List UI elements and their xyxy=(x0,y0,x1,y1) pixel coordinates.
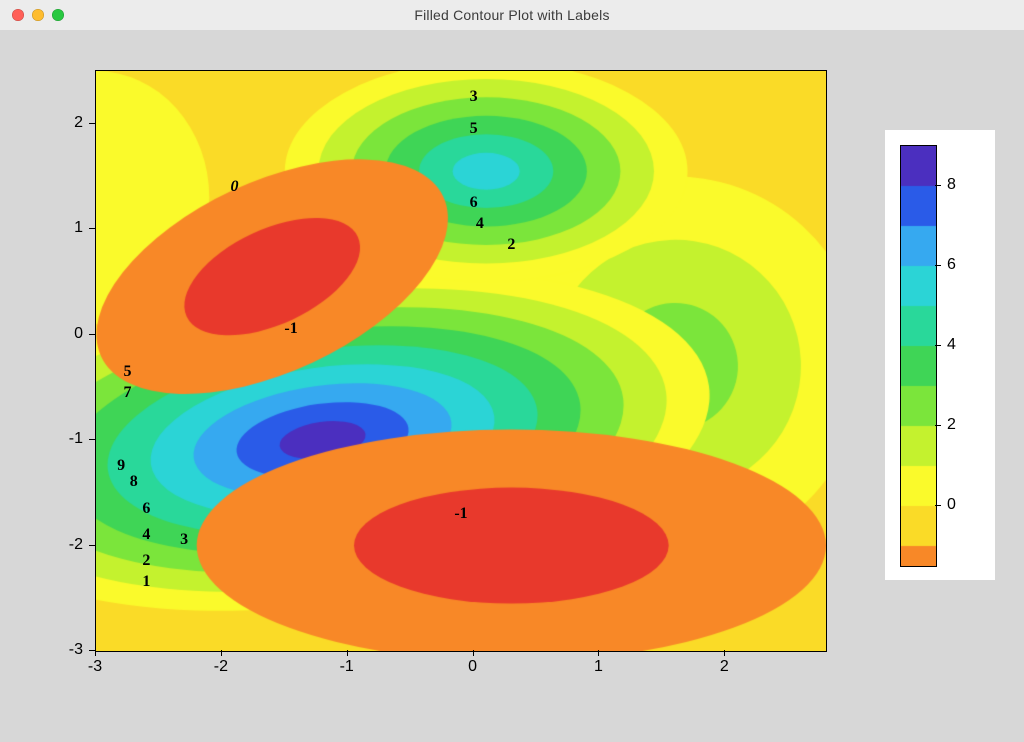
contour-label: 2 xyxy=(142,552,150,570)
x-tick xyxy=(347,650,348,656)
colorbar-tick-label: 6 xyxy=(947,256,956,274)
contour-label: 1 xyxy=(142,573,150,591)
contour-label: 3 xyxy=(180,531,188,549)
contour-label: -1 xyxy=(284,320,297,338)
y-tick xyxy=(89,439,95,440)
contour-label: 4 xyxy=(476,215,484,233)
titlebar[interactable]: Filled Contour Plot with Labels xyxy=(0,0,1024,30)
contour-axes: 356420-1579864321-1 xyxy=(95,70,827,652)
x-tick-label: -1 xyxy=(340,658,354,676)
x-tick-label: 1 xyxy=(594,658,603,676)
colorbar-tick xyxy=(935,185,941,186)
contour-label: 2 xyxy=(507,236,515,254)
colorbar-tick-label: 2 xyxy=(947,416,956,434)
x-tick xyxy=(598,650,599,656)
contour-label: 5 xyxy=(470,120,478,138)
x-tick xyxy=(95,650,96,656)
x-tick-label: 2 xyxy=(720,658,729,676)
colorbar-tick-label: 4 xyxy=(947,336,956,354)
y-tick xyxy=(89,334,95,335)
colorbar-tick-label: 0 xyxy=(947,496,956,514)
y-tick-label: -1 xyxy=(69,430,83,448)
x-tick xyxy=(724,650,725,656)
y-tick-label: -2 xyxy=(69,536,83,554)
y-tick-label: 1 xyxy=(74,219,83,237)
window-title: Filled Contour Plot with Labels xyxy=(0,0,1024,30)
x-tick-label: -3 xyxy=(88,658,102,676)
figure-area: 356420-1579864321-1 -3-2-1012-3-2-101202… xyxy=(0,30,1024,742)
x-tick-label: 0 xyxy=(468,658,477,676)
contour-canvas xyxy=(96,71,826,651)
contour-label: 0 xyxy=(230,178,238,196)
colorbar-tick xyxy=(935,505,941,506)
y-tick xyxy=(89,228,95,229)
x-tick xyxy=(473,650,474,656)
app-window: Filled Contour Plot with Labels 3 5 6 4 2 0 -1… xyxy=(0,0,1024,742)
colorbar-tick xyxy=(935,265,941,266)
y-tick xyxy=(89,650,95,651)
contour-label: 9 xyxy=(117,457,125,475)
colorbar-tick-label: 8 xyxy=(947,176,956,194)
colorbar xyxy=(900,145,937,567)
y-tick-label: 2 xyxy=(74,114,83,132)
contour-label: 6 xyxy=(470,194,478,212)
contour-label: 8 xyxy=(130,473,138,491)
x-tick xyxy=(221,650,222,656)
contour-label: 6 xyxy=(142,500,150,518)
colorbar-tick xyxy=(935,425,941,426)
x-tick-label: -2 xyxy=(214,658,228,676)
contour-label: 7 xyxy=(123,384,131,402)
contour-label: -1 xyxy=(454,505,467,523)
y-tick xyxy=(89,545,95,546)
y-tick xyxy=(89,123,95,124)
y-tick-label: 0 xyxy=(74,325,83,343)
y-tick-label: -3 xyxy=(69,641,83,659)
colorbar-tick xyxy=(935,345,941,346)
colorbar-canvas xyxy=(901,146,936,566)
contour-label: 5 xyxy=(123,363,131,381)
contour-label: 3 xyxy=(470,88,478,106)
contour-label: 4 xyxy=(142,526,150,544)
